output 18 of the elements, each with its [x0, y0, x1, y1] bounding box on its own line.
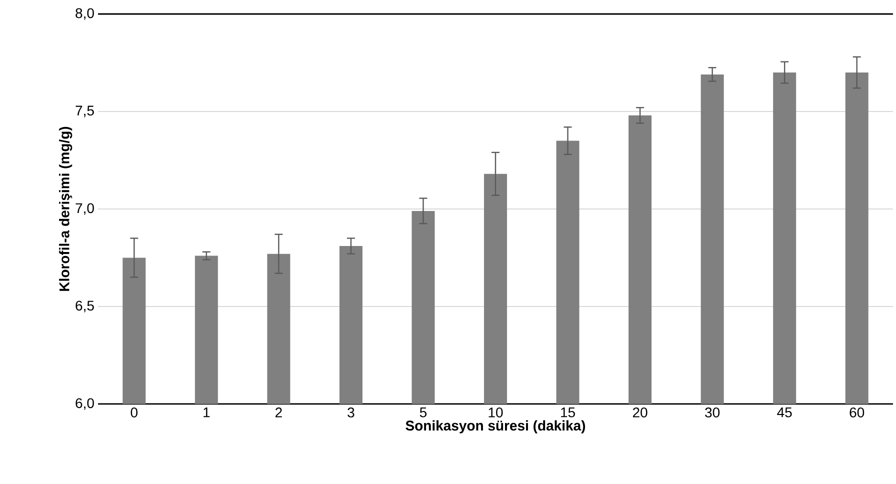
y-tick-label: 7,0 [76, 203, 94, 215]
x-tick-label: 0 [130, 408, 138, 418]
x-tick-label: 5 [420, 408, 427, 418]
x-tick-label: 2 [276, 408, 282, 418]
y-axis-title: Klorofil-a derişimi (mg/g) [59, 126, 72, 291]
x-tick-label: 1 [204, 408, 210, 418]
x-axis-title: Sonikasyon süresi (dakika) [406, 420, 586, 434]
x-tick-label: 3 [348, 408, 354, 418]
y-tick-label: 6,0 [76, 398, 94, 410]
x-tick-label: 10 [488, 408, 503, 418]
x-tick-label: 20 [632, 408, 648, 418]
y-tick-label: 7,5 [76, 106, 94, 118]
x-tick-label: 30 [705, 408, 720, 418]
y-tick-label: 8,0 [76, 8, 94, 20]
x-tick-label: 60 [850, 408, 864, 418]
x-tick-label: 45 [777, 408, 792, 418]
y-tick-label: 6,5 [76, 300, 94, 312]
x-tick-label: 15 [561, 408, 575, 418]
